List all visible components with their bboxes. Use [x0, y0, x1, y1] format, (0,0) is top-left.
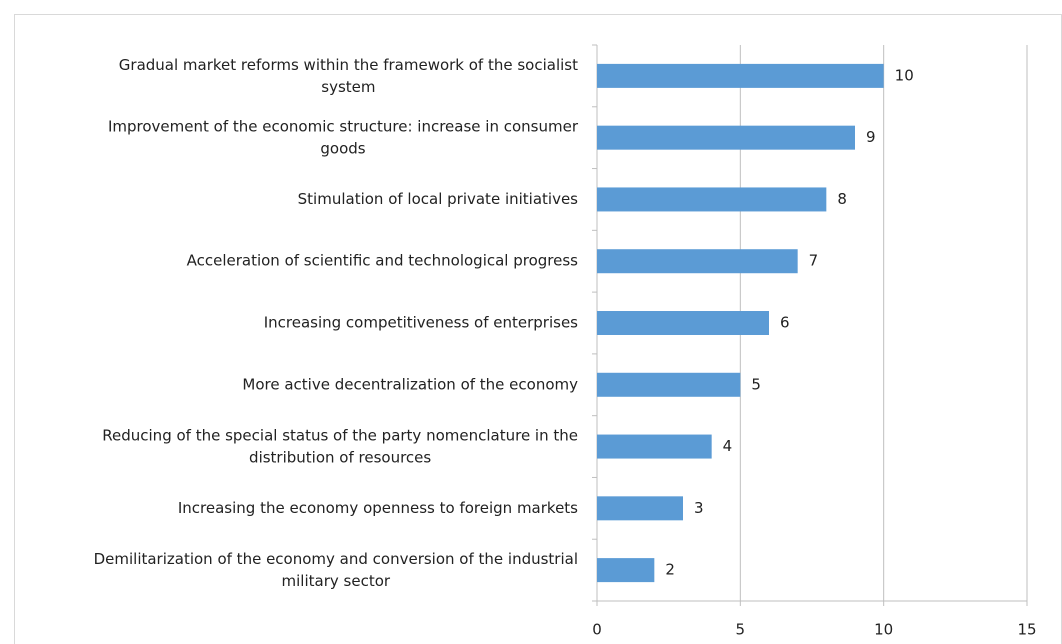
- y-tick-label: Acceleration of scientific and technolog…: [187, 252, 579, 270]
- bar: [597, 249, 798, 274]
- data-label: 2: [665, 561, 675, 579]
- x-tick-label: 5: [736, 621, 746, 639]
- data-label: 9: [866, 128, 876, 146]
- x-tick-label: 0: [592, 621, 602, 639]
- bar: [597, 63, 884, 88]
- label-line: Gradual market reforms within the framew…: [119, 55, 578, 73]
- data-label: 10: [895, 66, 914, 84]
- data-label: 5: [751, 375, 761, 393]
- bar: [597, 496, 683, 521]
- label-line: military sector: [282, 572, 391, 590]
- y-tick-label: Reducing of the special status of the pa…: [102, 426, 578, 466]
- bar: [597, 372, 741, 397]
- label-line: Reducing of the special status of the pa…: [102, 426, 578, 444]
- bar: [597, 125, 855, 150]
- label-line: Improvement of the economic structure: i…: [108, 117, 579, 135]
- x-tick-label: 10: [874, 621, 893, 639]
- bar: [597, 558, 655, 583]
- label-line: goods: [320, 139, 365, 157]
- x-tick-label: 15: [1017, 621, 1036, 639]
- label-line: distribution of resources: [249, 448, 431, 466]
- data-label: 3: [694, 499, 704, 517]
- label-line: system: [321, 77, 375, 95]
- y-tick-label: Demilitarization of the economy and conv…: [94, 550, 578, 590]
- bar: [597, 311, 769, 335]
- y-tick-label: Improvement of the economic structure: i…: [108, 117, 579, 157]
- y-tick-label: More active decentralization of the econ…: [242, 375, 578, 393]
- bar: [597, 434, 712, 459]
- data-label: 6: [780, 314, 790, 332]
- bar: [597, 187, 827, 212]
- data-label: 7: [809, 252, 819, 270]
- y-tick-label: Gradual market reforms within the framew…: [119, 55, 578, 95]
- y-tick-label: Increasing the economy openness to forei…: [178, 499, 578, 517]
- y-tick-label: Increasing competitiveness of enterprise…: [264, 314, 578, 332]
- data-label: 8: [837, 190, 847, 208]
- data-label: 4: [723, 437, 733, 455]
- label-line: Demilitarization of the economy and conv…: [94, 550, 578, 568]
- y-tick-label: Stimulation of local private initiatives: [298, 190, 579, 208]
